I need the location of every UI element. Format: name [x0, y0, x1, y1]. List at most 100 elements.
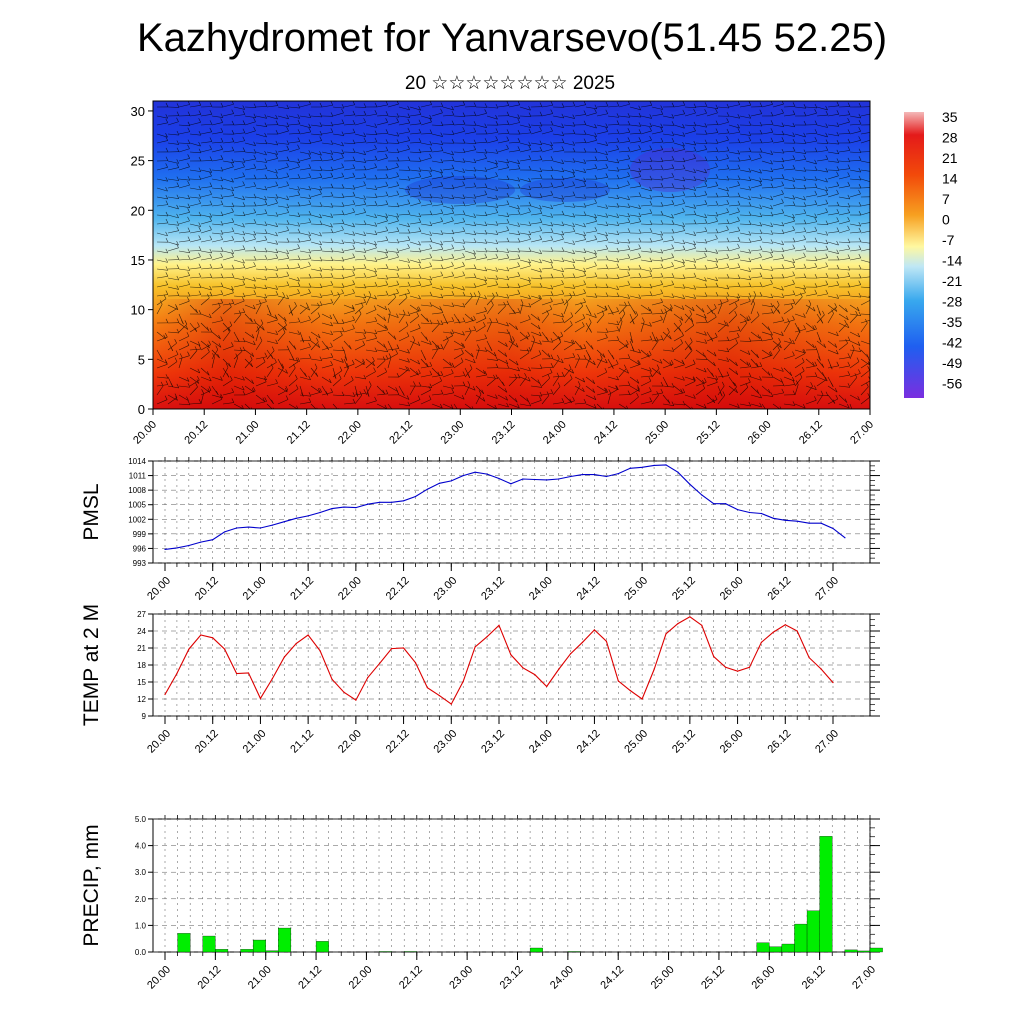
wind-barb-flag [680, 339, 683, 344]
wind-barb [200, 141, 212, 144]
wind-barb-flag [781, 367, 784, 372]
wind-barb [442, 366, 454, 369]
wind-barb [486, 321, 492, 333]
wind-barb-flag [316, 407, 318, 409]
wind-barb-flag [418, 306, 421, 311]
wind-barb-flag [539, 174, 543, 179]
data-point [212, 539, 214, 541]
wind-barb-flag [759, 264, 763, 269]
wind-barb-flag [286, 271, 290, 276]
wind-barb-flag [649, 283, 653, 289]
wind-barb [189, 196, 201, 199]
wind-barb-flag [748, 337, 752, 342]
colorbar-label: -56 [942, 376, 962, 392]
wind-barb [662, 239, 674, 243]
wind-barb [508, 213, 520, 216]
wind-barb [728, 168, 740, 171]
wind-barb [288, 166, 300, 171]
wind-barb-flag [627, 180, 630, 185]
wind-barb [299, 142, 312, 144]
wind-barb [277, 124, 289, 127]
wind-barb-flag [753, 290, 757, 296]
wind-barb-flag [416, 312, 419, 317]
wind-barb-flag [671, 347, 675, 352]
wind-barb [717, 375, 729, 378]
wind-barb [662, 308, 673, 315]
wind-barb-flag [264, 293, 268, 299]
wind-barb-flag [660, 110, 664, 115]
wind-barb-flag [220, 127, 224, 133]
wind-barb-flag [737, 282, 741, 287]
wind-barb-flag [437, 319, 440, 325]
wind-barb-flag [649, 122, 653, 128]
wind-barb-flag [748, 362, 752, 367]
wind-barb-flag [792, 279, 795, 285]
wind-barb [365, 349, 377, 352]
wind-barb-flag [484, 279, 487, 285]
wind-barb [354, 177, 366, 180]
wind-barb [200, 131, 212, 135]
wind-barb [244, 358, 253, 368]
wind-barb [838, 304, 848, 313]
wind-barb-flag [506, 248, 510, 253]
wind-barb-flag [341, 153, 344, 158]
wind-barb [783, 114, 795, 117]
wind-barb-flag [253, 218, 257, 224]
wind-barb [387, 103, 399, 108]
wind-barb [299, 339, 311, 342]
wind-barb-flag [440, 217, 443, 222]
wind-barb-flag [711, 309, 714, 315]
wind-barb [618, 184, 630, 189]
wind-barb [794, 231, 806, 234]
wind-barb [684, 286, 696, 290]
wind-barb-flag [362, 360, 365, 365]
wind-barb-flag [770, 331, 773, 336]
wind-barb-flag [627, 218, 631, 223]
wind-barb-flag [845, 307, 848, 313]
wind-barb [563, 142, 575, 146]
wind-barb-flag [660, 231, 664, 236]
wind-barb [552, 169, 564, 173]
wind-barb-flag [821, 363, 825, 368]
wind-barb-flag [787, 318, 790, 323]
wind-barb [530, 400, 542, 405]
wind-barb-flag [253, 154, 257, 160]
wind-barb-flag [693, 219, 697, 224]
wind-barb-flag [316, 337, 319, 342]
wind-barb-flag [528, 258, 531, 263]
wind-barb-flag [605, 328, 609, 333]
wind-barb [596, 214, 608, 218]
wind-barb-flag [770, 167, 774, 172]
wind-barb [497, 385, 508, 393]
wind-barb-flag [374, 174, 378, 180]
wind-barb-flag [836, 139, 840, 145]
wind-barb-flag [253, 246, 257, 251]
wind-barb-flag [198, 252, 201, 257]
wind-barb-flag [781, 108, 784, 114]
wind-barb-flag [506, 266, 510, 272]
wind-barb [255, 213, 267, 216]
wind-barb-flag [484, 253, 488, 258]
wind-barb-flag [792, 299, 796, 304]
wind-barb-flag [515, 360, 519, 366]
wind-barb-flag [440, 168, 443, 174]
wind-barb-flag [220, 316, 223, 321]
wind-barb [816, 178, 828, 183]
wind-barb [563, 124, 575, 127]
colorbar [904, 112, 924, 398]
wind-barb [299, 367, 307, 377]
wind-barb-flag [638, 122, 642, 127]
wind-barb [596, 403, 603, 409]
wind-barb-flag [550, 273, 554, 278]
wind-barb [640, 375, 652, 378]
wind-barb [651, 149, 663, 153]
wind-barb-flag [752, 299, 755, 304]
wind-barb-flag [726, 199, 730, 205]
wind-barb [387, 166, 399, 171]
wind-barb [200, 297, 210, 306]
heatmap-xtick-label: 23.00 [438, 419, 466, 447]
heatmap-xtick-label: 21.12 [285, 419, 313, 447]
wind-barb [167, 394, 178, 401]
wind-barb-flag [737, 293, 741, 298]
wind-barb-flag [660, 280, 663, 285]
